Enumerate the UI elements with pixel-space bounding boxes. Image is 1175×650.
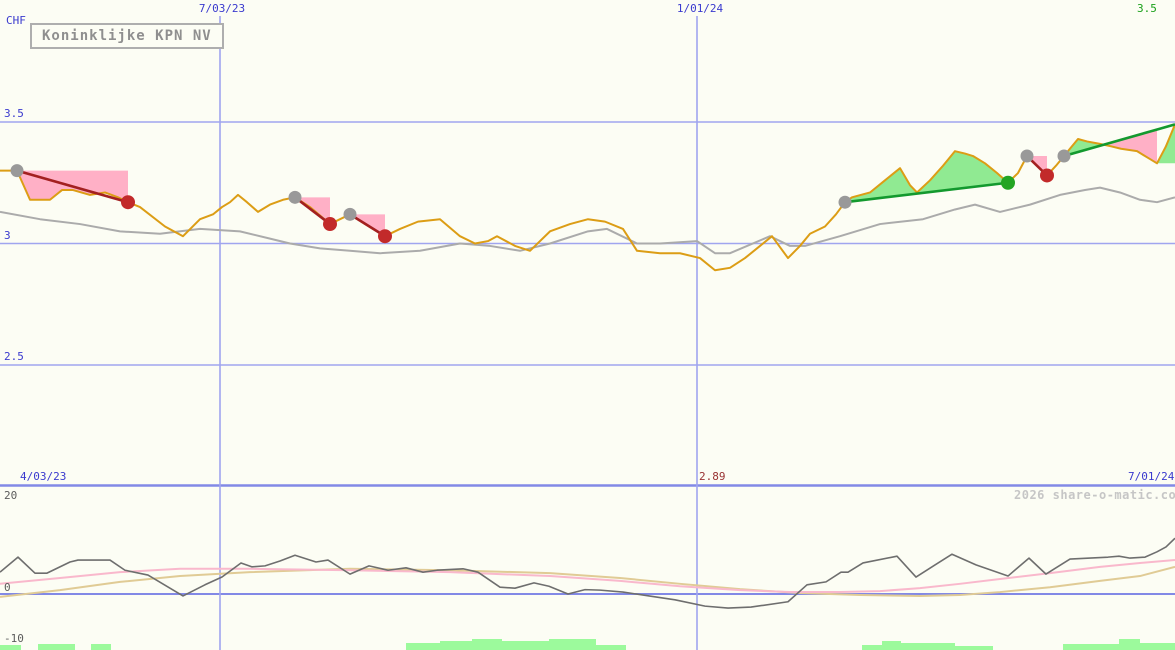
start-marker-dot bbox=[343, 207, 357, 221]
x-axis-tick-top-2: 1/01/24 bbox=[676, 2, 724, 15]
x-axis-tick-bottom-start-date: 4/03/23 bbox=[20, 470, 67, 483]
histogram-bar bbox=[38, 644, 75, 650]
oscillator-tick-0: 0 bbox=[4, 581, 11, 594]
histogram-bar bbox=[91, 644, 111, 650]
sell-marker-dot bbox=[121, 195, 135, 210]
histogram-bar bbox=[472, 639, 502, 650]
start-marker-dot bbox=[10, 164, 24, 178]
histogram-bar bbox=[901, 643, 955, 650]
histogram-bar bbox=[549, 639, 596, 650]
price-tick-2-5: 2.5 bbox=[4, 350, 24, 363]
oscillator-line bbox=[0, 537, 1175, 609]
oscillator-tick-minus10: -10 bbox=[4, 632, 24, 645]
histogram-bar bbox=[955, 646, 993, 650]
start-marker-dot bbox=[1057, 149, 1071, 163]
histogram-bar bbox=[406, 643, 440, 650]
moving-average-line bbox=[0, 186, 1175, 255]
uptrend-line bbox=[1063, 123, 1175, 158]
start-marker-dot bbox=[1020, 149, 1034, 163]
sell-marker-dot bbox=[323, 217, 337, 232]
x-axis-tick-bottom-end-date: 7/01/24 bbox=[1128, 470, 1175, 483]
uptrend-fill bbox=[845, 151, 1008, 203]
downtrend-line bbox=[294, 196, 331, 226]
signal-slow-line bbox=[0, 565, 1175, 598]
sell-marker-dot bbox=[1040, 168, 1054, 183]
histogram-bar bbox=[0, 645, 21, 650]
downtrend-line bbox=[16, 169, 129, 204]
min-price-label: 2.89 bbox=[699, 470, 726, 483]
histogram-bar bbox=[596, 645, 626, 650]
histogram-bar bbox=[440, 641, 472, 650]
uptrend-fill bbox=[1157, 124, 1175, 164]
start-marker-dot bbox=[838, 195, 852, 209]
close-price-line bbox=[0, 124, 1175, 272]
histogram-bar bbox=[1063, 644, 1119, 650]
downtrend-fill bbox=[295, 197, 330, 225]
price-tick-3: 3 bbox=[4, 229, 11, 242]
start-marker-dot bbox=[288, 190, 302, 204]
buy-marker-dot bbox=[1001, 175, 1015, 190]
histogram-bar bbox=[882, 641, 901, 650]
currency-label: CHF bbox=[6, 14, 26, 27]
sell-marker-dot bbox=[378, 229, 392, 244]
x-axis-tick-top-1: 7/03/23 bbox=[198, 2, 246, 15]
max-price-label: 3.5 bbox=[1137, 2, 1157, 15]
instrument-title: Koninklijke KPN NV bbox=[30, 23, 224, 49]
signal-line bbox=[0, 559, 1175, 594]
uptrend-line bbox=[844, 181, 1009, 204]
histogram-bar bbox=[1140, 643, 1175, 650]
oscillator-tick-20: 20 bbox=[4, 489, 18, 502]
histogram-bar bbox=[862, 645, 882, 650]
price-tick-3-5: 3.5 bbox=[4, 107, 24, 120]
histogram-bar bbox=[1119, 639, 1140, 650]
watermark: 2026 share-o-matic.com bbox=[1014, 488, 1175, 502]
histogram-bar bbox=[502, 641, 549, 650]
